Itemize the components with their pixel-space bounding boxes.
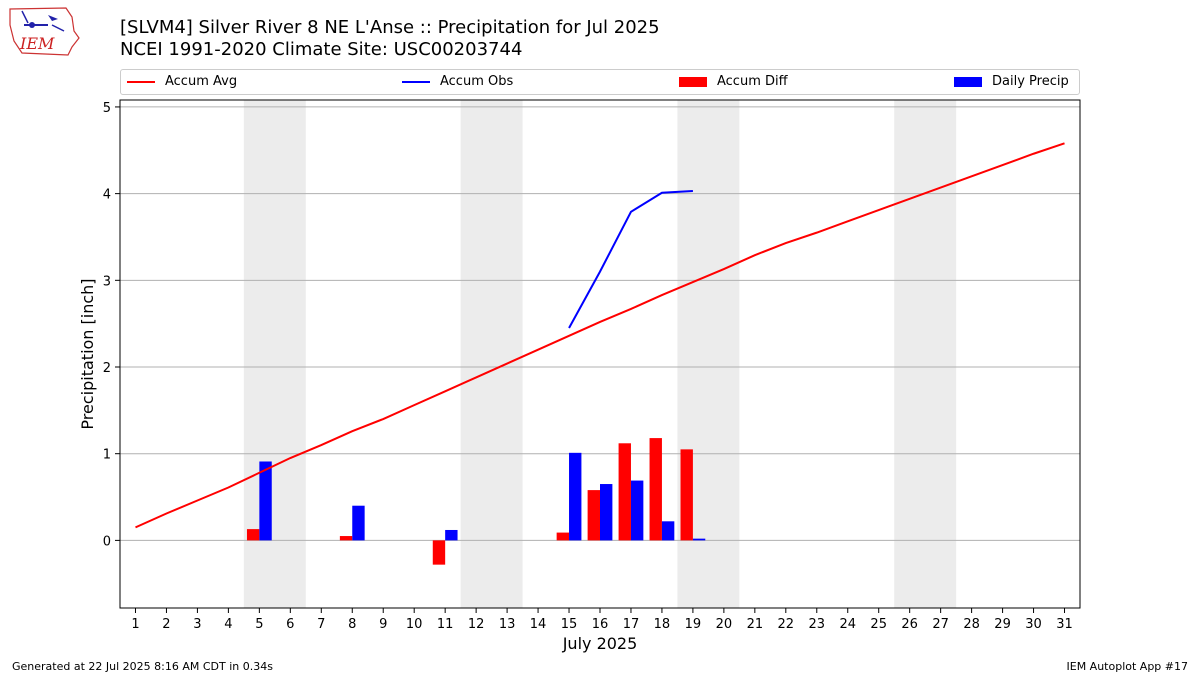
chart-title: [SLVM4] Silver River 8 NE L'Anse :: Prec… <box>120 17 660 38</box>
bar-accum-diff <box>246 529 260 541</box>
bar-daily-precip <box>661 521 675 541</box>
x-tick-label: 11 <box>437 617 454 632</box>
x-tick-label: 25 <box>870 617 887 632</box>
bar-accum-diff <box>432 540 446 565</box>
y-tick-label: 0 <box>103 534 111 549</box>
x-tick-label: 15 <box>561 617 578 632</box>
legend-label-daily-precip: Daily Precip <box>992 74 1069 89</box>
x-tick-label: 1 <box>131 617 139 632</box>
x-tick-label: 3 <box>193 617 201 632</box>
legend-swatch-accum-avg <box>127 81 155 83</box>
y-tick-label: 5 <box>103 101 111 116</box>
legend-label-accum-avg: Accum Avg <box>165 74 238 89</box>
x-tick-label: 24 <box>839 617 856 632</box>
legend: Accum Avg Accum Obs Accum Diff Daily Pre… <box>120 69 1080 95</box>
legend-label-accum-obs: Accum Obs <box>440 74 514 89</box>
x-tick-label: 7 <box>317 617 325 632</box>
line-accum-obs <box>568 190 693 329</box>
x-tick-label: 8 <box>348 617 356 632</box>
x-tick-label: 9 <box>379 617 387 632</box>
logo-text: IEM <box>19 34 55 53</box>
x-tick-label: 28 <box>963 617 980 632</box>
bar-daily-precip <box>569 452 582 541</box>
generated-timestamp: Generated at 22 Jul 2025 8:16 AM CDT in … <box>12 660 273 673</box>
x-tick-label: 14 <box>530 617 547 632</box>
x-axis-label: July 2025 <box>562 634 638 653</box>
x-tick-label: 20 <box>716 617 733 632</box>
app-label: IEM Autoplot App #17 <box>1066 660 1189 673</box>
x-tick-label: 21 <box>747 617 764 632</box>
x-tick-label: 31 <box>1056 617 1073 632</box>
y-tick-label: 4 <box>103 188 111 203</box>
bar-daily-precip <box>692 538 706 541</box>
weekend-shade <box>460 100 523 608</box>
x-tick-label: 26 <box>901 617 918 632</box>
x-tick-label: 18 <box>654 617 671 632</box>
legend-swatch-accum-diff <box>679 77 707 87</box>
bar-accum-diff <box>618 443 631 541</box>
x-tick-label: 6 <box>286 617 294 632</box>
bar-daily-precip <box>630 480 644 541</box>
x-tick-label: 27 <box>932 617 949 632</box>
bar-daily-precip <box>600 484 613 541</box>
line-accum-avg <box>135 142 1065 529</box>
legend-swatch-accum-obs <box>402 81 430 83</box>
y-tick-label: 1 <box>103 448 111 463</box>
x-tick-label: 10 <box>406 617 423 632</box>
x-tick-label: 29 <box>994 617 1011 632</box>
x-tick-label: 19 <box>685 617 702 632</box>
iem-logo: IEM <box>6 5 82 63</box>
y-tick-label: 3 <box>103 274 111 289</box>
x-tick-label: 12 <box>468 617 485 632</box>
bar-accum-diff <box>339 536 353 541</box>
bar-daily-precip <box>445 529 458 541</box>
chart-subtitle: NCEI 1991-2020 Climate Site: USC00203744 <box>120 39 523 60</box>
x-tick-label: 17 <box>623 617 640 632</box>
bar-daily-precip <box>259 461 272 541</box>
weekend-shade <box>894 100 957 608</box>
x-tick-label: 5 <box>255 617 263 632</box>
x-tick-label: 13 <box>499 617 516 632</box>
x-tick-label: 2 <box>162 617 170 632</box>
bar-accum-diff <box>587 490 600 541</box>
x-tick-label: 22 <box>778 617 795 632</box>
y-axis-label: Precipitation [inch] <box>78 278 97 429</box>
x-tick-label: 23 <box>809 617 826 632</box>
y-tick-label: 2 <box>103 361 111 376</box>
bar-accum-diff <box>680 449 693 541</box>
bar-accum-diff <box>556 532 570 541</box>
legend-label-accum-diff: Accum Diff <box>717 74 788 89</box>
bar-accum-diff <box>649 438 662 541</box>
x-tick-label: 16 <box>592 617 609 632</box>
weekend-shade <box>243 100 306 608</box>
x-tick-label: 4 <box>224 617 232 632</box>
x-tick-label: 30 <box>1025 617 1042 632</box>
legend-swatch-daily-precip <box>954 77 982 87</box>
bar-daily-precip <box>352 505 365 541</box>
